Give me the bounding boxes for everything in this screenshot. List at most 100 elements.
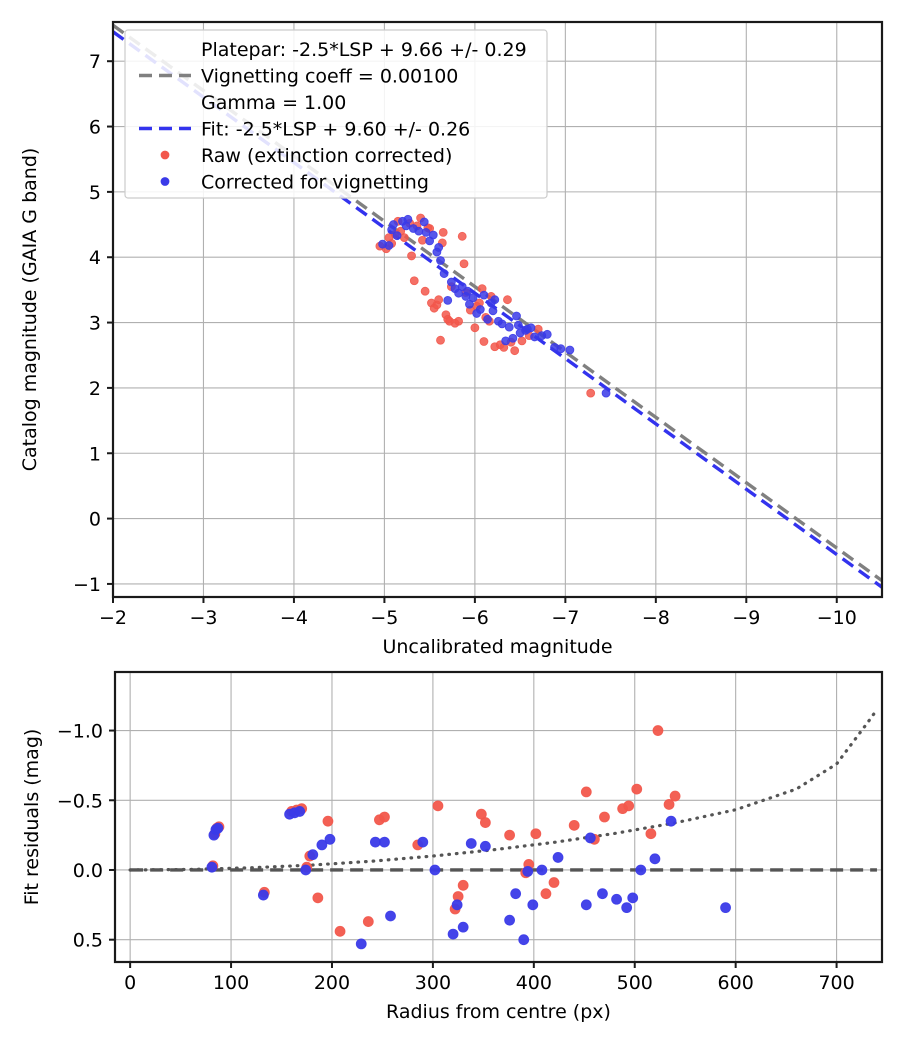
- data-point: [334, 925, 346, 937]
- data-point: [663, 799, 675, 810]
- x-tick-label: −2: [99, 607, 127, 629]
- data-point: [540, 888, 552, 900]
- data-point: [379, 811, 390, 823]
- data-point: [399, 233, 409, 243]
- x-tick-label: −9: [732, 607, 760, 629]
- data-point: [556, 344, 566, 354]
- series-raw: [207, 725, 681, 937]
- panel-photometry-calibration: −2 −3 −4 −5 −6 −7 −8 −9 −10−101234567Uncalibrate…: [19, 20, 884, 658]
- data-point: [518, 934, 530, 946]
- data-point: [387, 225, 397, 235]
- data-point: [517, 336, 527, 346]
- x-tick-label: 500: [617, 972, 653, 994]
- axes-frame: [113, 670, 884, 964]
- x-tick-label: −8: [642, 607, 670, 629]
- data-point: [503, 295, 512, 305]
- data-point: [597, 888, 608, 900]
- data-point: [438, 227, 448, 237]
- x-tick-label: 700: [818, 972, 854, 994]
- data-point: [417, 836, 429, 848]
- data-point: [508, 333, 518, 343]
- legend-swatch-dot-red: [160, 150, 170, 160]
- x-tick-label: 200: [314, 972, 350, 994]
- data-point: [530, 828, 542, 840]
- legend-label-platepar-2-5-lsp-9-66-0-29: Platepar: -2.5*LSP + 9.66 +/- 0.29: [201, 39, 527, 61]
- legend: Platepar: -2.5*LSP + 9.66 +/- 0.29 Vignet…: [124, 29, 548, 199]
- data-point: [504, 829, 516, 841]
- data-point: [548, 877, 560, 888]
- data-point: [631, 783, 643, 795]
- data-point: [649, 853, 661, 865]
- x-tick-label: 300: [415, 972, 451, 994]
- data-point: [645, 828, 657, 840]
- y-tick-label: 6: [89, 117, 101, 139]
- data-point: [418, 235, 427, 245]
- legend-box: [124, 29, 548, 199]
- y-tick-label: 1: [89, 443, 101, 465]
- legend-label-vignetting-coeff-0-00100: Vignetting coeff = 0.00100: [201, 66, 458, 88]
- data-point: [601, 388, 611, 398]
- x-tick-label: −7: [551, 607, 579, 629]
- data-point: [392, 231, 402, 241]
- x-tick-label: 100: [213, 972, 249, 994]
- x-tick-label: 400: [516, 972, 552, 994]
- axes-frame: [111, 20, 884, 599]
- data-point: [457, 231, 467, 241]
- y-tick-label: 0: [89, 509, 101, 531]
- x-tick-label: −5: [370, 607, 398, 629]
- y-tick-label: 0.5: [73, 930, 103, 952]
- y-tick-label: −1.0: [57, 721, 103, 743]
- data-point: [479, 817, 491, 828]
- y-tick-label: 4: [89, 247, 101, 269]
- data-point: [443, 295, 453, 305]
- x-axis-label: Radius from centre (px): [386, 1001, 611, 1023]
- data-point: [401, 221, 411, 231]
- data-point: [530, 332, 539, 342]
- data-point: [409, 276, 419, 286]
- data-point: [611, 893, 622, 905]
- data-point: [420, 286, 430, 296]
- data-point: [428, 230, 438, 240]
- data-point: [384, 233, 394, 243]
- data-point: [479, 290, 489, 300]
- data-point: [429, 864, 441, 876]
- x-tick-label: 0: [124, 972, 136, 994]
- data-point: [488, 306, 498, 316]
- data-point: [446, 277, 456, 287]
- data-point: [580, 786, 592, 798]
- data-point: [470, 323, 480, 333]
- data-point: [457, 879, 469, 891]
- data-point: [479, 840, 491, 852]
- data-point: [580, 899, 592, 911]
- data-point: [457, 921, 469, 933]
- data-point: [479, 337, 489, 346]
- x-tick-label: −3: [189, 607, 217, 629]
- data-point: [565, 345, 575, 355]
- data-point: [362, 916, 374, 927]
- data-point: [407, 251, 416, 261]
- data-point: [665, 815, 677, 827]
- data-point: [419, 217, 429, 227]
- data-point: [465, 838, 477, 849]
- series-corrected: [378, 214, 611, 398]
- data-point: [513, 320, 523, 330]
- data-point: [451, 899, 463, 911]
- data-point: [369, 836, 381, 848]
- data-point: [490, 295, 500, 305]
- data-point: [434, 243, 444, 252]
- data-point: [439, 269, 449, 278]
- data-point: [432, 800, 444, 812]
- data-point: [504, 322, 514, 332]
- data-point: [627, 892, 639, 904]
- data-point: [552, 852, 564, 863]
- data-point: [322, 815, 334, 827]
- data-point: [206, 861, 218, 873]
- data-point: [324, 833, 336, 845]
- data-point: [512, 311, 521, 321]
- legend-label-gamma-1-00: Gamma = 1.00: [201, 92, 346, 114]
- data-layer: [113, 23, 882, 589]
- data-point: [307, 849, 319, 861]
- legend-label-raw-extinction-corrected: Raw (extinction corrected): [201, 145, 452, 167]
